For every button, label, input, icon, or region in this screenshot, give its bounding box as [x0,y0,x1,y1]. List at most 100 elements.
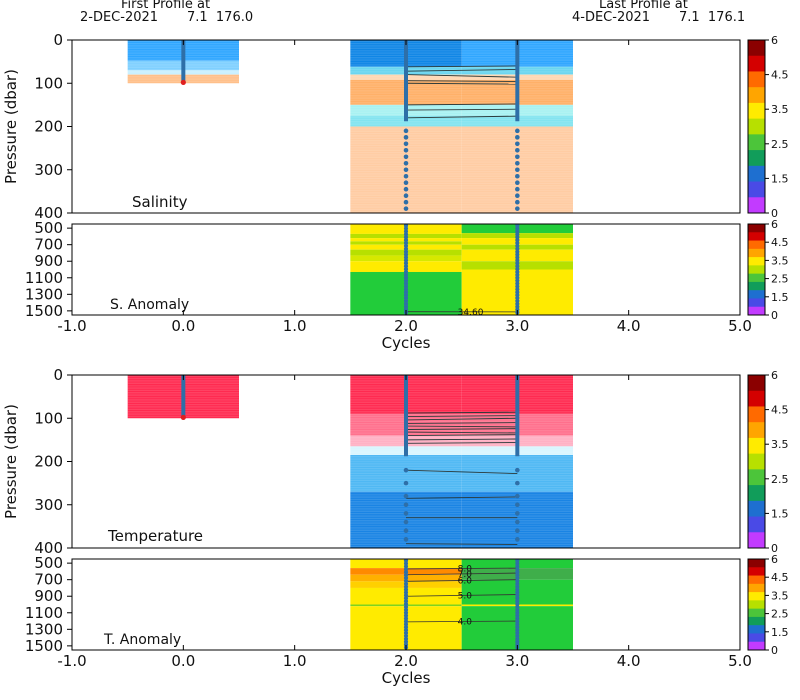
anomaly-sample-point [403,616,409,621]
colorbar-swatch [748,150,765,167]
anomaly-sample-point [515,587,520,592]
anomaly-sample-point [403,255,409,260]
colorbar-swatch [748,516,765,533]
anomaly-contour-line [405,567,518,570]
anomaly-sample-point [515,226,520,231]
anomaly-sample-point [515,243,520,249]
x-tick-label: 1.0 [283,317,307,335]
anomaly-sample-point [515,293,520,298]
anomaly-sample-point [403,619,409,624]
contour-label: 34.60 [458,308,484,318]
x-tick-label: 2.0 [394,317,418,335]
anomaly-colorbar-swatch [748,298,765,308]
contour-line [405,82,518,85]
anomaly-sample-point [515,639,520,644]
colorbar-swatch [748,197,765,214]
colorbar-swatch [748,469,765,486]
anomaly-sample-point [403,613,409,618]
anomaly-colorbar-tick-label: 6 [771,553,778,566]
colorbar-swatch [748,390,765,407]
anomaly-sample-point [515,238,520,243]
y-tick-label: 300 [34,161,63,179]
anomaly-colorbar-swatch [748,306,765,316]
anomaly-sample-point [403,240,409,246]
profile-sample-point [403,493,409,499]
anomaly-y-tick-label: 700 [34,236,63,254]
profile-sample-point [403,199,409,205]
colorbar-swatch [748,422,765,439]
anomaly-sample-point [515,275,520,280]
x-tick-label: -1.0 [57,317,86,335]
colorbar-swatch [748,87,765,104]
anomaly-colorbar-swatch [748,559,765,568]
anomaly-sample-point [403,561,409,566]
anomaly-y-tick-label: 900 [34,587,63,605]
anomaly-sample-point [515,290,520,295]
profile-sample-point [515,193,520,198]
anomaly-sample-point [403,235,409,240]
profile-sample-point [403,519,409,525]
colorbar-tick-label: 3.5 [771,103,789,116]
profile-sample-point [515,160,520,166]
profile-sample-point [515,493,520,499]
panel-label: Salinity [132,193,188,211]
profile-sample-point [515,528,520,533]
colorbar-tick-label: 2.5 [771,138,789,151]
contour-line [405,469,518,475]
contour-label: 6.0 [458,577,473,587]
profile-sample-point [403,502,409,508]
contour-line [405,68,518,72]
anomaly-colorbar-swatch [748,575,765,585]
profile-sample-point [403,154,409,160]
profile-sample-point [515,167,520,173]
anomaly-sample-point [403,610,409,615]
anomaly-contour-line [405,572,518,576]
anomaly-sample-point [515,590,520,595]
anomaly-sample-point [515,304,520,309]
colorbar-tick-label: 6 [771,34,778,47]
contour-line [405,442,518,444]
anomaly-sample-point [515,246,520,251]
profile-sample-point [515,128,520,134]
profile-sample-point [403,537,409,542]
anomaly-sample-point [403,622,409,627]
anomaly-sample-point [403,607,409,612]
anomaly-colorbar-tick-label: 3.5 [771,254,789,267]
anomaly-sample-point [515,596,520,601]
anomaly-sample-point [403,596,409,601]
anomaly-y-tick-label: 1300 [25,620,63,638]
anomaly-colorbar-tick-label: 3.5 [771,589,789,602]
anomaly-sample-point [403,628,409,633]
anomaly-y-tick-label: 500 [34,554,63,572]
anomaly-y-tick-label: 900 [34,252,63,270]
anomaly-sample-point [515,578,520,584]
colorbar-swatch [748,485,765,502]
anomaly-sample-point [515,616,520,621]
anomaly-sample-point [403,587,409,592]
anomaly-sample-point [515,601,520,607]
anomaly-sample-point [515,581,520,586]
contour-label: 8.0 [458,565,473,575]
first-profile-line2: 2-DEC-2021 7.1 176.0 [80,10,254,25]
last-profile-line1: Last Profile at [599,0,688,12]
y-tick-label: 200 [34,453,63,471]
profile-sample-point [515,467,520,473]
y-axis-title: Pressure (dbar) [2,69,20,184]
anomaly-sample-point [403,281,409,286]
first-profile-line1: First Profile at [121,0,211,12]
contour-line [405,434,518,436]
y-tick-label: 100 [34,74,63,92]
colorbar-swatch [748,453,765,470]
anomaly-sample-point [515,625,520,630]
profile-sample-point [515,186,520,192]
x-axis-title: Cycles [382,669,431,687]
anomaly-sample-point [403,573,409,578]
anomaly-sample-point [403,633,409,639]
profile-sample-point [515,206,520,211]
anomaly-contour-line [405,620,518,623]
colorbar-frame [747,374,766,549]
profile-sample-point [403,128,409,134]
anomaly-y-tick-label: 500 [34,219,63,237]
anomaly-sample-point [515,573,520,578]
anomaly-y-tick-label: 1500 [25,302,63,320]
